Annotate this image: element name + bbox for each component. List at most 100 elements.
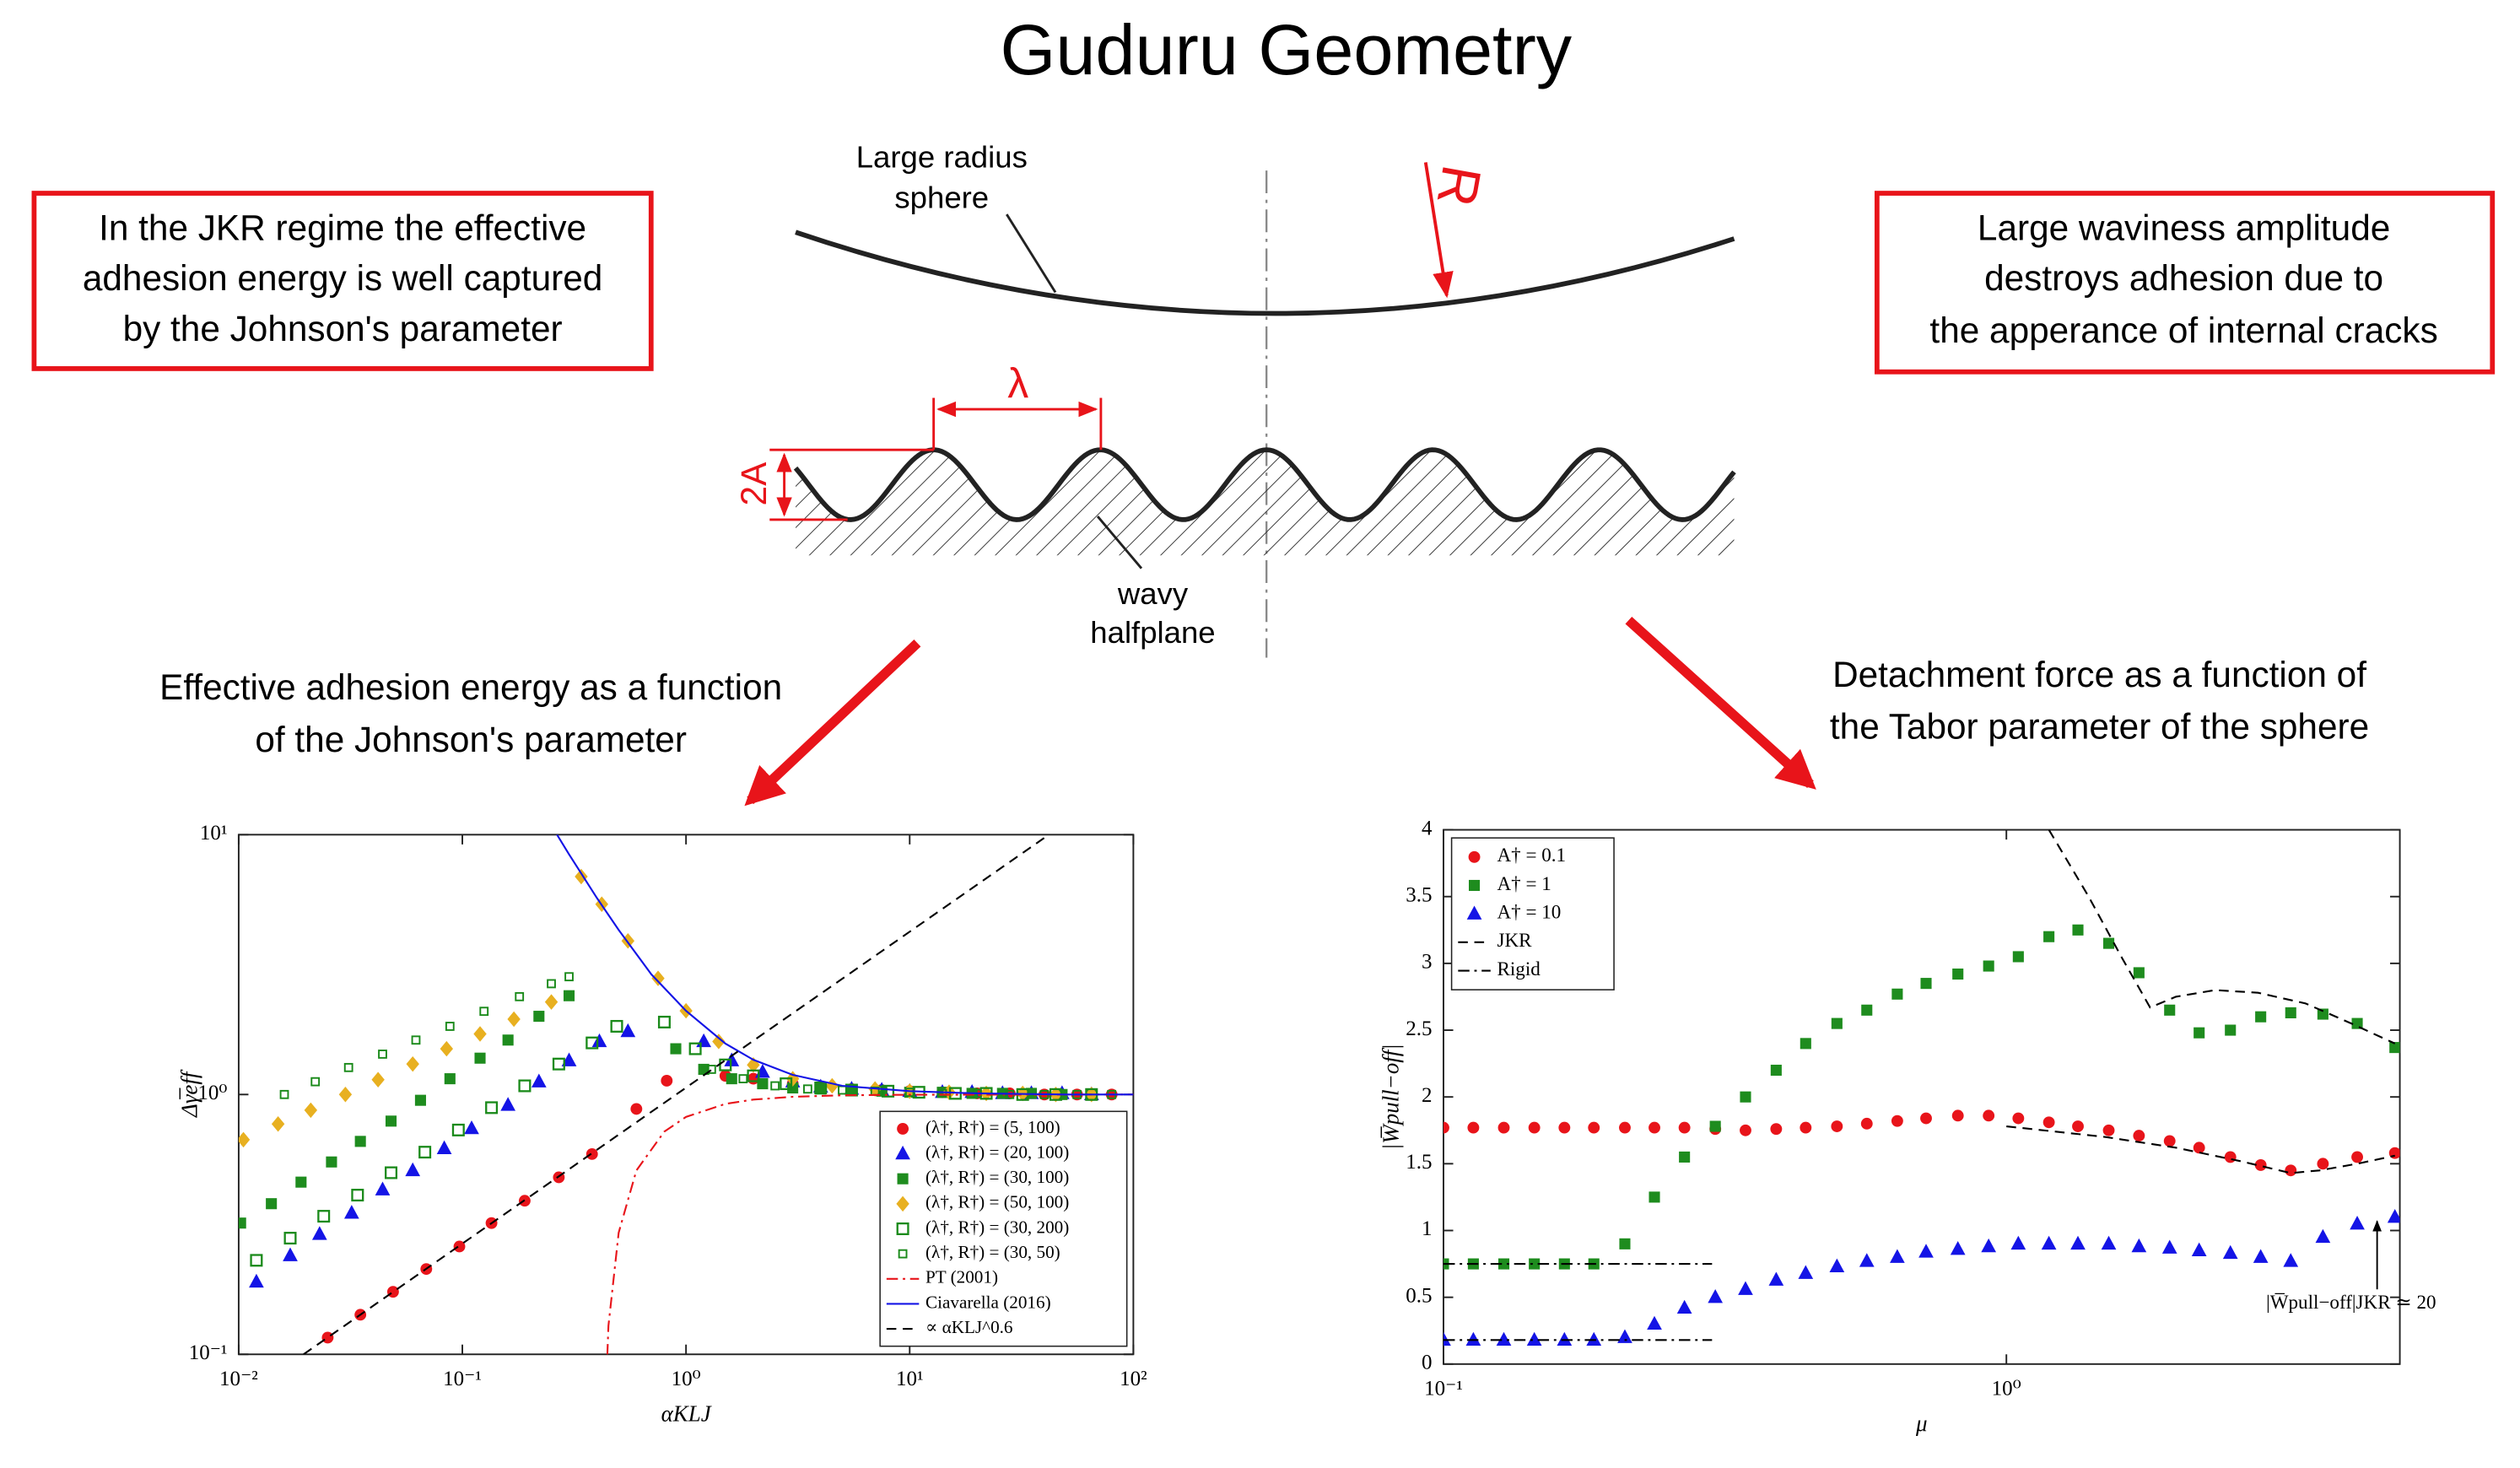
legend-label: (λ†, R†) = (5, 100) <box>925 1117 1060 1137</box>
marker <box>473 1026 487 1042</box>
marker <box>440 1040 454 1057</box>
marker <box>418 1146 432 1159</box>
pointer-arrow <box>1625 616 1816 790</box>
marker <box>378 1050 387 1059</box>
marker <box>882 1084 895 1098</box>
marker <box>1952 968 1964 980</box>
marker <box>1619 1238 1631 1249</box>
marker <box>726 1073 737 1085</box>
marker <box>474 1052 486 1064</box>
marker <box>507 1011 521 1028</box>
y-tick-label: 10⁻¹ <box>189 1341 228 1364</box>
marker <box>1679 1151 1691 1163</box>
marker <box>2350 1215 2365 1230</box>
marker <box>1647 1315 1662 1330</box>
marker <box>354 1136 366 1147</box>
marker <box>2043 931 2055 942</box>
line <box>303 834 1050 1355</box>
marker <box>406 1055 419 1072</box>
marker <box>238 1131 251 1148</box>
y-axis-label: |W̅pull−off| <box>1379 1044 1404 1150</box>
line <box>1443 1263 1713 1341</box>
y-tick-label: 3.5 <box>1406 883 1432 906</box>
halfplane-leader <box>1096 515 1143 569</box>
legend-label: (λ†, R†) = (30, 100) <box>925 1167 1069 1187</box>
marker <box>1709 1120 1721 1132</box>
y-tick-label: 0.5 <box>1406 1284 1432 1307</box>
marker <box>1891 1114 1903 1127</box>
marker <box>661 1075 673 1087</box>
marker <box>453 1240 466 1253</box>
marker <box>386 1286 399 1298</box>
marker <box>2317 1008 2328 1020</box>
marker <box>1496 1331 1512 1347</box>
left-caption: Effective adhesion energy as a function <box>159 667 782 707</box>
marker <box>411 1035 421 1045</box>
marker <box>787 1082 799 1094</box>
marker <box>444 1073 456 1085</box>
marker <box>895 1145 910 1160</box>
marker <box>2102 1124 2115 1136</box>
marker <box>1800 1038 1811 1050</box>
marker <box>371 1071 385 1088</box>
marker <box>2225 1024 2237 1036</box>
sphere-label: sphere <box>894 180 989 214</box>
marker <box>2012 1112 2025 1125</box>
right-caption: the Tabor parameter of the sphere <box>1830 706 2369 746</box>
marker <box>2164 1004 2176 1016</box>
marker <box>1891 988 1903 1000</box>
chart: 10⁻² 10⁻¹ 10⁰ 10¹ 10² 10⁻¹ 10⁰ 10¹ αKLJ Δγ̅eff (λ†… <box>176 822 1147 1427</box>
marker <box>2389 1042 2400 1054</box>
x-tick-label: 10⁰ <box>1992 1377 2021 1400</box>
amplitude-label: 2A <box>734 461 774 506</box>
marker <box>1558 1121 1571 1134</box>
marker <box>405 1162 421 1177</box>
marker <box>515 991 525 1001</box>
marker <box>2317 1158 2329 1170</box>
legend-label: (λ†, R†) = (30, 200) <box>925 1217 1069 1237</box>
marker <box>814 1082 828 1095</box>
left-box-text: adhesion energy is well captured <box>83 258 602 298</box>
marker <box>279 1089 289 1099</box>
marker <box>2101 1235 2117 1250</box>
marker <box>1983 960 1994 972</box>
marker <box>1859 1253 1875 1267</box>
marker <box>310 1077 321 1087</box>
marker <box>2222 1244 2238 1260</box>
marker <box>670 1043 682 1055</box>
marker <box>2224 1151 2237 1163</box>
marker <box>1950 1241 1966 1255</box>
legend-label: Rigid <box>1497 958 1541 980</box>
marker <box>896 1222 909 1235</box>
marker <box>1468 850 1481 863</box>
legend-label: A† = 10 <box>1497 900 1561 922</box>
marker <box>500 1097 516 1111</box>
marker <box>738 1074 748 1083</box>
y-tick-label: 2.5 <box>1406 1017 1432 1040</box>
marker <box>2010 1235 2026 1250</box>
marker <box>2131 1238 2147 1253</box>
marker <box>385 1115 397 1127</box>
marker <box>575 868 588 885</box>
legend-label: ∝ αKLJ^0.6 <box>925 1317 1012 1337</box>
marker <box>585 1147 598 1160</box>
marker <box>1768 1271 1784 1286</box>
marker <box>620 1023 636 1038</box>
marker <box>2387 1209 2400 1223</box>
marker <box>1586 1331 1602 1347</box>
halfplane-label: wavy <box>1117 576 1189 611</box>
right-box-text: the apperance of internal cracks <box>1929 310 2437 350</box>
marker <box>1983 1109 1995 1122</box>
marker <box>630 1103 643 1115</box>
marker <box>815 1083 827 1095</box>
marker <box>1951 1109 1964 1122</box>
marker <box>591 1033 607 1048</box>
marker <box>2102 937 2115 949</box>
wavy-surface <box>793 447 1736 522</box>
marker <box>1617 1329 1632 1343</box>
plot-area <box>238 834 1134 1355</box>
x-tick-label: 10² <box>1120 1368 1147 1390</box>
marker <box>610 1019 623 1033</box>
marker <box>343 1205 359 1219</box>
